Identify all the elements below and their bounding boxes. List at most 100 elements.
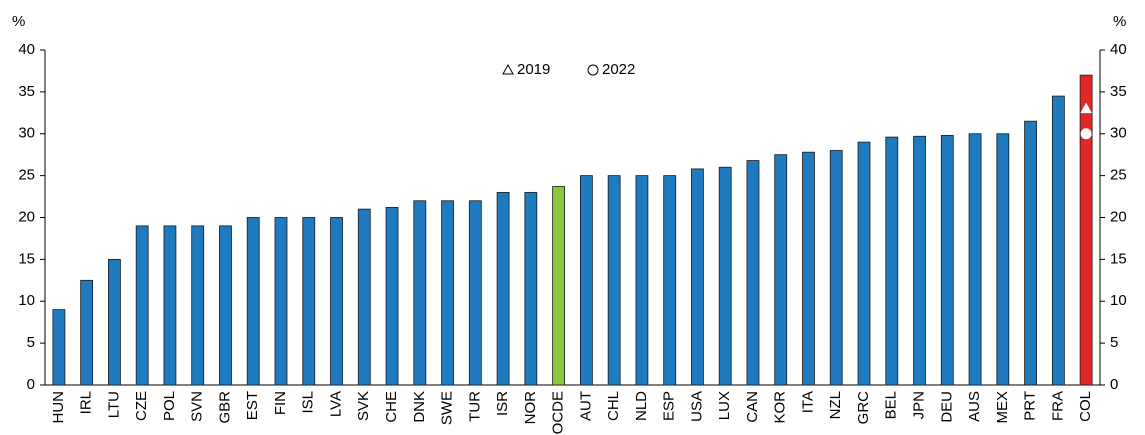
x-tick-label: SVN <box>189 391 206 422</box>
bar <box>1079 74 1093 386</box>
marker <box>1080 128 1092 140</box>
bar <box>940 135 954 386</box>
bar <box>635 175 649 386</box>
bar <box>829 150 843 386</box>
bar <box>468 200 482 386</box>
x-tick-label: FRA <box>1049 391 1066 421</box>
marker <box>1080 102 1092 114</box>
bar <box>552 186 566 386</box>
y2-tick-label: 40 <box>1110 41 1127 58</box>
x-tick-label: KOR <box>772 391 789 424</box>
y-tick-label: 40 <box>18 41 35 58</box>
y2-tick-label: 15 <box>1110 250 1127 267</box>
y2-tick-label: 25 <box>1110 167 1127 184</box>
legend-symbol <box>502 63 514 75</box>
x-tick-label: LTU <box>105 391 122 418</box>
x-tick-label: PRT <box>1022 391 1039 421</box>
bar <box>135 225 149 386</box>
x-tick-label: CHE <box>383 391 400 423</box>
legend-label: 2022 <box>602 61 635 78</box>
y2-tick-label: 30 <box>1110 125 1127 142</box>
bar <box>219 225 232 386</box>
bar <box>52 309 66 386</box>
bar <box>774 154 788 386</box>
x-tick-label: ITA <box>799 391 816 413</box>
x-tick-label: NZL <box>827 391 844 419</box>
x-tick-label: LVA <box>327 391 344 417</box>
y-tick-label: 5 <box>27 334 35 351</box>
bar <box>885 136 899 386</box>
bar <box>579 175 593 386</box>
y2-axis-label: % <box>1113 13 1126 30</box>
x-tick-label: JPN <box>911 391 928 419</box>
x-tick-label: HUN <box>50 391 67 424</box>
bar <box>1024 120 1037 386</box>
bar <box>968 133 982 386</box>
bar <box>191 225 205 386</box>
x-tick-label: SWE <box>439 391 456 425</box>
bar <box>857 141 871 386</box>
x-tick-label: EST <box>244 391 261 420</box>
x-tick-label: POL <box>161 391 178 421</box>
x-tick-label: AUS <box>966 391 983 422</box>
bar <box>274 217 288 386</box>
y-tick-label: 0 <box>27 376 35 393</box>
bar <box>663 175 677 386</box>
x-tick-label: LUX <box>716 391 733 420</box>
bar <box>1051 95 1065 386</box>
bar <box>163 225 177 386</box>
x-tick-label: TUR <box>466 391 483 422</box>
x-tick-label: GRC <box>855 391 872 425</box>
bar <box>80 279 94 386</box>
x-tick-label: DNK <box>411 391 428 423</box>
x-tick-label: ISR <box>494 391 511 416</box>
bar <box>524 191 538 386</box>
bar <box>302 217 316 386</box>
bar <box>246 217 260 386</box>
y2-tick-label: 0 <box>1110 376 1118 393</box>
y-tick-label: 20 <box>18 208 35 225</box>
y2-tick-label: 10 <box>1110 292 1127 309</box>
y-axis-label: % <box>12 13 25 30</box>
x-tick-label: USA <box>688 391 705 422</box>
bar <box>746 160 760 386</box>
x-tick-label: MEX <box>994 391 1011 424</box>
y2-tick-label: 20 <box>1110 208 1127 225</box>
x-tick-label: DEU <box>938 391 955 423</box>
bar <box>718 166 732 386</box>
y-tick-label: 30 <box>18 125 35 142</box>
x-tick-label: AUT <box>577 391 594 421</box>
bar <box>496 191 510 386</box>
y2-tick-label: 5 <box>1110 334 1118 351</box>
x-tick-label: ISL <box>300 391 317 414</box>
bar <box>691 168 704 386</box>
x-tick-label: OCDE <box>550 391 567 434</box>
y-tick-label: 10 <box>18 292 35 309</box>
bar <box>441 200 454 386</box>
bar <box>413 200 427 386</box>
x-tick-label: NOR <box>522 391 539 425</box>
legend-symbol <box>587 64 599 76</box>
y-tick-label: 25 <box>18 167 35 184</box>
bar <box>108 258 121 386</box>
x-tick-label: BEL <box>883 391 900 419</box>
legend-label: 2019 <box>517 61 550 78</box>
x-tick-label: SVK <box>355 391 372 421</box>
x-tick-label: GBR <box>216 391 233 424</box>
bar <box>607 175 621 386</box>
bar <box>996 133 1010 386</box>
x-tick-label: NLD <box>633 391 650 421</box>
x-tick-label: FIN <box>272 391 289 415</box>
x-tick-label: IRL <box>78 391 95 414</box>
bar <box>357 208 371 386</box>
bar <box>913 135 926 386</box>
bar <box>385 207 399 386</box>
y-tick-label: 35 <box>18 83 35 100</box>
x-tick-label: CAN <box>744 391 761 423</box>
bar <box>330 217 343 386</box>
x-tick-label: ESP <box>661 391 678 421</box>
y-tick-label: 15 <box>18 250 35 267</box>
x-tick-label: CHL <box>605 391 622 421</box>
y2-tick-label: 35 <box>1110 83 1127 100</box>
